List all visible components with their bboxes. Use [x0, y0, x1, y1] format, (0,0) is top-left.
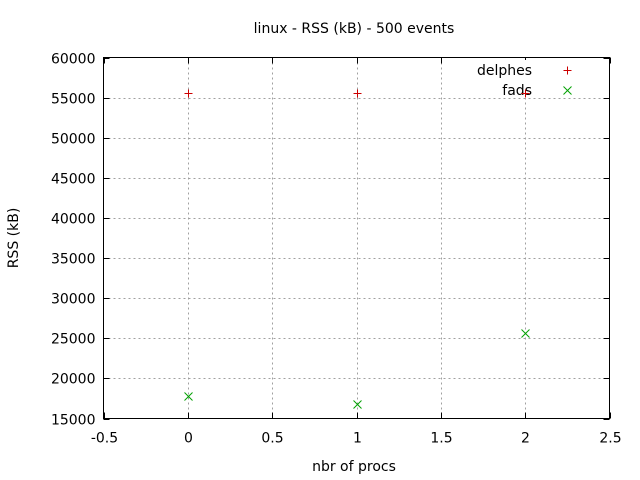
legend-label-delphes: delphes [477, 63, 532, 79]
legend: delphes fads [466, 60, 606, 99]
legend-label-fads: fads [502, 83, 532, 99]
data-point-fads [184, 392, 193, 401]
x-tick-label: -0.5 [91, 431, 118, 447]
y-tick-label: 30000 [51, 292, 96, 308]
data-point-delphes [353, 89, 362, 98]
x-tick-label: 2 [521, 431, 530, 447]
x-tick-label: 0.5 [261, 431, 283, 447]
y-tick-label: 25000 [51, 332, 96, 348]
y-tick-label: 35000 [51, 252, 96, 268]
legend-marker-delphes [563, 66, 572, 75]
y-tick-label: 15000 [51, 413, 96, 429]
y-tick-label: 55000 [51, 92, 96, 108]
x-tick-label: 2.5 [599, 431, 621, 447]
y-tick-label: 20000 [51, 372, 96, 388]
x-tick-label: 1.5 [430, 431, 452, 447]
plot-frame [103, 57, 610, 419]
legend-marker-fads [563, 86, 572, 95]
grid-lines [103, 57, 610, 419]
x-axis-label: nbr of procs [312, 459, 396, 475]
y-axis-label: RSS (kB) [6, 208, 22, 269]
data-point-fads [353, 400, 362, 409]
y-tick-label: 45000 [51, 172, 96, 188]
data-point-fads [521, 329, 530, 338]
y-tick-label: 50000 [51, 132, 96, 148]
data-point-delphes [184, 89, 193, 98]
x-tick-label: 1 [353, 431, 362, 447]
x-tick-label: 0 [184, 431, 193, 447]
axis-ticks: 15000 20000 25000 30000 35000 40000 45000 50000… [51, 52, 622, 447]
chart-title: linux - RSS (kB) - 500 events [254, 21, 455, 37]
y-tick-label: 40000 [51, 212, 96, 228]
data-point-delphes [521, 89, 530, 98]
y-tick-label: 60000 [51, 52, 96, 68]
legend-background [466, 60, 606, 98]
data-points [184, 89, 530, 409]
